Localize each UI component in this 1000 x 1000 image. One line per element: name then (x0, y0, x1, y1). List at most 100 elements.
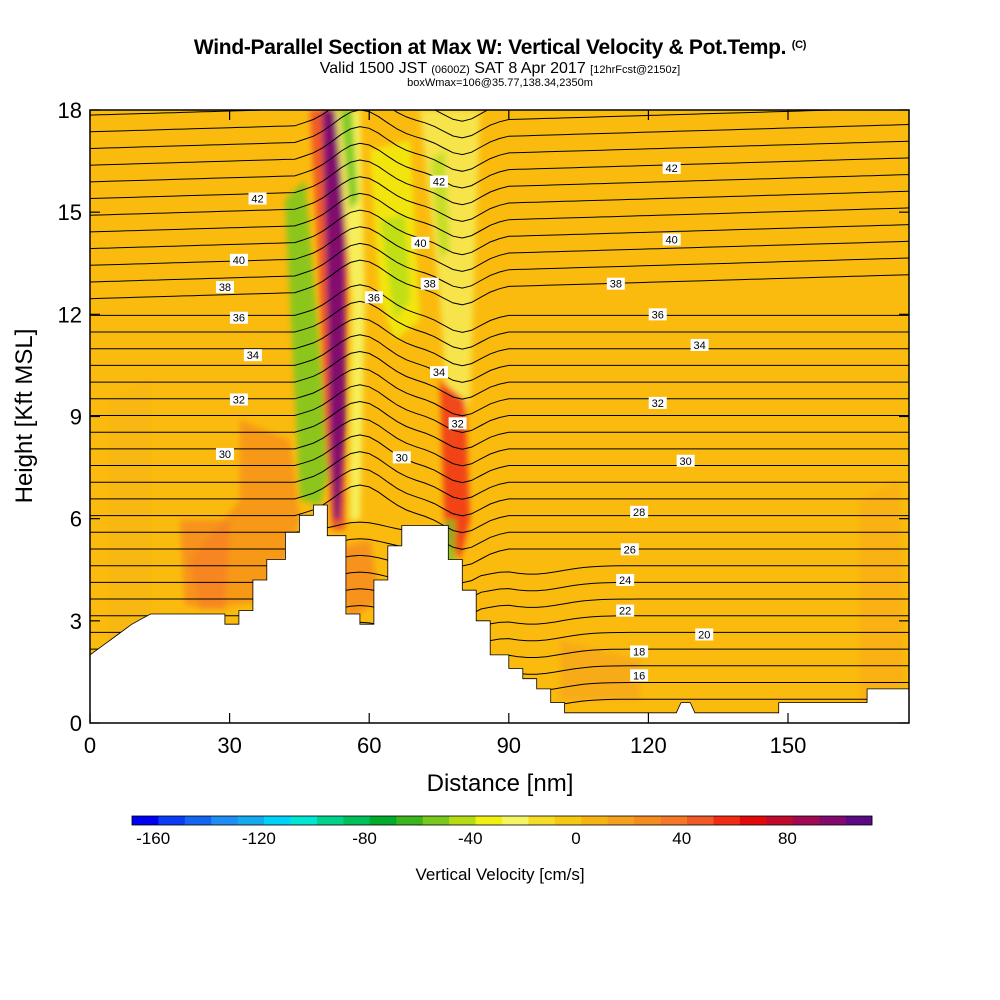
title-text: Wind-Parallel Section at Max W: Vertical… (193, 36, 787, 59)
theta-label-bg (690, 338, 709, 351)
downdraft-band (380, 215, 410, 320)
colorbar-swatch (502, 816, 529, 825)
theta-contour-line (90, 367, 909, 417)
theta-contours (90, 110, 909, 717)
colorbar-swatch (317, 816, 344, 825)
theta-contour-line (90, 159, 909, 206)
theta-contour-line (90, 384, 909, 434)
theta-label-text: 42 (251, 194, 263, 206)
valid-utc: (0600Z) (431, 64, 470, 76)
theta-label-text: 42 (666, 163, 678, 175)
theta-label-text: 38 (219, 282, 231, 294)
theta-label-bg (676, 454, 695, 467)
theta-label: 32 (448, 417, 467, 430)
colorbar-swatch (713, 816, 741, 825)
theta-label-bg (448, 417, 467, 430)
colorbar-title: Vertical Velocity [cm/s] (415, 865, 584, 884)
chart-subsubtitle: boxWmax=106@35.77,138.34,2350m (407, 77, 593, 89)
y-tick-label: 18 (58, 98, 82, 123)
theta-label: 38 (606, 277, 625, 291)
theta-label-text: 30 (680, 456, 692, 468)
theta-label-text: 36 (368, 292, 380, 304)
colorbar-swatch (634, 816, 661, 825)
valid-time: Valid 1500 JST (319, 60, 427, 77)
theta-label-text: 36 (652, 309, 664, 321)
theta-label-bg (648, 308, 667, 321)
theta-contour-line (90, 126, 909, 172)
theta-label-text: 20 (698, 629, 710, 641)
theta-label-bg (695, 628, 714, 641)
theta-label-bg (662, 233, 681, 246)
colorbar-ticks: -160 -120 -80 -40 0 40 80 (136, 829, 797, 848)
colorbar-swatch (660, 816, 688, 825)
forecast-info: [12hrFcst@2150z] (590, 64, 681, 76)
theta-label-text: 36 (233, 313, 245, 325)
theta-contour-labels: 42 42 42 40 40 40 38 38 38 36 36 36 34 34 34 32 32 32 30 30… (215, 161, 714, 682)
theta-label: 22 (616, 604, 635, 618)
theta-contour-line (90, 110, 489, 122)
title-mark: (C) (791, 39, 807, 51)
theta-label-text: 22 (619, 606, 631, 618)
colorbar-tick-label: -160 (136, 829, 170, 848)
colorbar-tick-label: 40 (672, 829, 691, 848)
theta-label-bg (243, 349, 262, 362)
theta-label: 30 (676, 454, 695, 468)
theta-contour-line (90, 242, 909, 289)
theta-label-text: 34 (247, 350, 259, 362)
theta-label-bg (606, 277, 625, 290)
theta-label-bg (392, 451, 411, 464)
theta-label-bg (215, 281, 234, 294)
theta-label: 38 (420, 277, 439, 291)
colorbar-swatch (132, 816, 159, 825)
theta-label-bg (411, 236, 430, 249)
theta-label: 40 (411, 236, 430, 250)
theta-label-bg (616, 573, 635, 586)
terrain (90, 504, 909, 723)
colorbar-tick-label: 0 (571, 829, 580, 848)
x-tick-label: 0 (84, 733, 96, 758)
downdraft-band (340, 110, 358, 210)
theta-label-bg (630, 669, 649, 682)
colorbar-swatch (449, 816, 476, 825)
theta-label-bg (364, 291, 383, 304)
theta-contour-line (90, 209, 909, 256)
theta-label: 18 (630, 645, 649, 658)
colorbar-swatch (369, 816, 397, 825)
theta-label-text: 34 (693, 340, 705, 352)
theta-label-text: 30 (396, 452, 408, 464)
theta-label-bg (662, 161, 681, 174)
theta-contour-line (90, 400, 909, 450)
theta-label: 36 (648, 308, 667, 321)
theta-label-bg (620, 543, 639, 556)
y-tick-label: 3 (70, 609, 82, 634)
colorbar-swatch (687, 816, 714, 825)
x-axis: 0 30 60 90 120 150 (84, 110, 806, 758)
colorbar-swatch (290, 816, 318, 825)
y-tick-label: 15 (58, 200, 82, 225)
y-tick-label: 12 (58, 302, 82, 327)
theta-label-bg (430, 175, 449, 188)
colorbar-swatch (819, 816, 846, 825)
chart-title: Wind-Parallel Section at Max W: Vertical… (0, 36, 1000, 60)
theta-contour-line (90, 142, 909, 189)
theta-contour-line (90, 110, 909, 156)
theta-label-text: 40 (233, 255, 245, 267)
x-tick-label: 90 (497, 733, 521, 758)
theta-label-bg (229, 311, 248, 324)
theta-label: 32 (648, 396, 667, 410)
theta-contour-line (90, 284, 909, 333)
theta-label: 26 (620, 543, 639, 556)
theta-contour-line (90, 434, 909, 484)
theta-contour-line (90, 588, 909, 617)
theta-contour-line (90, 259, 909, 306)
theta-label: 42 (662, 161, 681, 175)
colorbar-swatch (554, 816, 582, 825)
theta-label-text: 26 (624, 544, 636, 556)
y-axis-title: Height [Kft MSL] (11, 329, 38, 504)
colorbar-swatch (184, 816, 212, 825)
theta-label-text: 32 (652, 398, 664, 410)
theta-label: 36 (229, 311, 248, 325)
colorbar-swatch (264, 816, 291, 825)
theta-label-text: 28 (633, 507, 645, 519)
theta-label-text: 32 (233, 394, 245, 406)
